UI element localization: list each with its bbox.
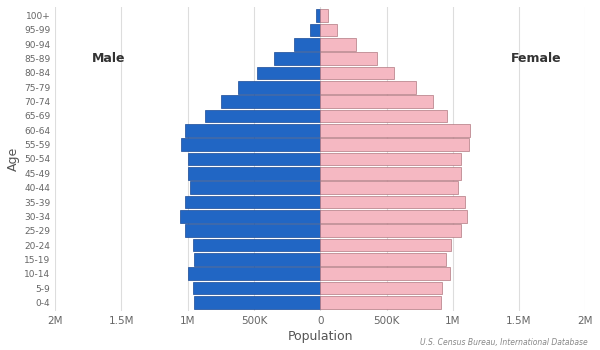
Bar	[310, 23, 320, 36]
Bar	[320, 210, 467, 223]
Bar	[320, 81, 416, 93]
Bar	[274, 52, 320, 65]
Bar	[185, 124, 320, 136]
Bar	[180, 210, 320, 223]
Bar	[320, 95, 433, 108]
Bar	[320, 239, 451, 251]
Bar	[320, 9, 328, 22]
Bar	[193, 282, 320, 294]
Bar	[194, 296, 320, 309]
Bar	[320, 196, 465, 208]
Bar	[320, 38, 356, 50]
Bar	[320, 124, 470, 136]
Bar	[320, 253, 446, 266]
Bar	[257, 66, 320, 79]
Bar	[320, 153, 461, 165]
Text: U.S. Census Bureau, International Database: U.S. Census Bureau, International Databa…	[420, 337, 588, 346]
Bar	[320, 296, 441, 309]
Bar	[205, 110, 320, 122]
Bar	[193, 239, 320, 251]
Bar	[185, 224, 320, 237]
Bar	[320, 138, 469, 151]
Bar	[320, 110, 448, 122]
Y-axis label: Age: Age	[7, 147, 20, 171]
Bar	[320, 23, 337, 36]
Bar	[238, 81, 320, 93]
Bar	[185, 196, 320, 208]
Bar	[320, 282, 442, 294]
Bar	[320, 181, 458, 194]
Bar	[320, 167, 461, 180]
Bar	[320, 52, 377, 65]
Text: Female: Female	[511, 52, 562, 65]
Bar	[221, 95, 320, 108]
Bar	[194, 253, 320, 266]
X-axis label: Population: Population	[287, 330, 353, 343]
Bar	[316, 9, 320, 22]
Bar	[320, 267, 450, 280]
Bar	[181, 138, 320, 151]
Bar	[188, 267, 320, 280]
Bar	[188, 167, 320, 180]
Text: Male: Male	[91, 52, 125, 65]
Bar	[190, 181, 320, 194]
Bar	[294, 38, 320, 50]
Bar	[320, 66, 394, 79]
Bar	[188, 153, 320, 165]
Bar	[320, 224, 461, 237]
